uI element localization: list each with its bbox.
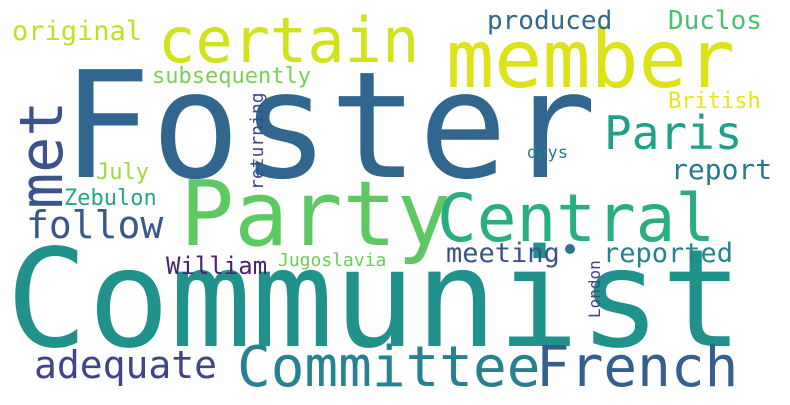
word-days: days [527,143,568,163]
word-french: French [536,335,739,400]
word-british: British [668,89,761,114]
dot-mark [565,244,575,254]
word-follow: follow [26,203,164,247]
word-certain: certain [158,4,420,77]
word-adequate: adequate [34,343,218,387]
word-william: William [166,252,268,280]
word-reported: reported [603,238,734,269]
word-meeting: meeting [446,238,560,269]
word-returning: returning [247,92,268,190]
word-met: met [7,100,77,209]
word-foster: Foster [62,40,597,212]
word-party: Party [180,162,451,267]
word-member: member [446,13,735,106]
word-subsequently: subsequently [152,64,311,89]
word-report: report [671,153,773,186]
word-zebulon: Zebulon [64,186,157,211]
word-central: Central [437,180,716,257]
word-committee: Committee [237,335,541,400]
word-communist: Communist [6,221,743,379]
word-produced: produced [487,6,613,36]
word-original: original [12,16,143,47]
word-duclos: Duclos [668,6,762,36]
word-july: July [96,160,149,185]
word-jugoslavia: Jugoslavia [278,250,387,271]
word-london: London [585,260,604,318]
word-paris: Paris [604,106,743,160]
